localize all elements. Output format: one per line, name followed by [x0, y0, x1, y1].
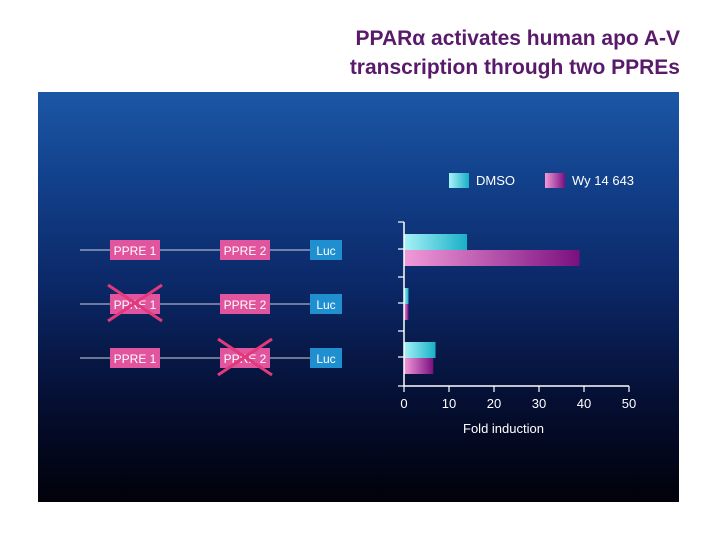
- bar-dmso: [404, 234, 467, 250]
- x-tick-label: 10: [442, 396, 456, 411]
- luc-label: Luc: [316, 244, 335, 258]
- legend-swatch-wy14643: [545, 173, 565, 188]
- mutation-cross: [107, 283, 163, 323]
- construct-row: PPRE 1 PPRE 2 Luc: [80, 283, 342, 323]
- ppre1-box: [110, 240, 160, 260]
- x-tick-label: 50: [622, 396, 636, 411]
- figure-panel: PPRE 1 PPRE 2 Luc PPRE 1 PPRE 2 Luc PPRE 1 PPRE…: [38, 92, 679, 502]
- ppre2-label: PPRE 2: [224, 352, 267, 366]
- bar-wy14643: [404, 250, 580, 266]
- bar-chart: 0 10 20 30 40 50 Fold induction DMSO Wy 14 643: [398, 173, 636, 436]
- legend-label-dmso: DMSO: [476, 173, 515, 188]
- x-tick-label: 30: [532, 396, 546, 411]
- x-axis-label: Fold induction: [463, 421, 544, 436]
- x-tick-label: 40: [577, 396, 591, 411]
- legend-label-wy14643: Wy 14 643: [572, 173, 634, 188]
- ppre1-box: [110, 348, 160, 368]
- legend: DMSO Wy 14 643: [449, 173, 634, 188]
- bar-wy14643: [404, 358, 434, 374]
- ppre2-box: [220, 240, 270, 260]
- luc-box: [310, 240, 342, 260]
- bar-wy14643: [404, 304, 409, 320]
- ppre1-label: PPRE 1: [114, 298, 157, 312]
- luc-label: Luc: [316, 298, 335, 312]
- ppre2-label: PPRE 2: [224, 298, 267, 312]
- title-line-2: transcription through two PPREs: [349, 56, 680, 79]
- x-tick-label: 20: [487, 396, 501, 411]
- slide-title: PPARα activates human apo A-V transcript…: [120, 24, 680, 82]
- ppre2-label: PPRE 2: [224, 244, 267, 258]
- construct-row: PPRE 1 PPRE 2 Luc: [80, 337, 342, 377]
- title-line-1: PPARα activates human apo A-V: [355, 27, 681, 50]
- x-tick-label: 0: [400, 396, 407, 411]
- luc-box: [310, 348, 342, 368]
- legend-swatch-dmso: [449, 173, 469, 188]
- mutation-cross: [217, 337, 273, 377]
- ppre2-box: [220, 294, 270, 314]
- bar-dmso: [404, 288, 409, 304]
- bar-dmso: [404, 342, 436, 358]
- luc-box: [310, 294, 342, 314]
- ppre1-label: PPRE 1: [114, 244, 157, 258]
- construct-row: PPRE 1 PPRE 2 Luc: [80, 240, 342, 260]
- luc-label: Luc: [316, 352, 335, 366]
- ppre1-label: PPRE 1: [114, 352, 157, 366]
